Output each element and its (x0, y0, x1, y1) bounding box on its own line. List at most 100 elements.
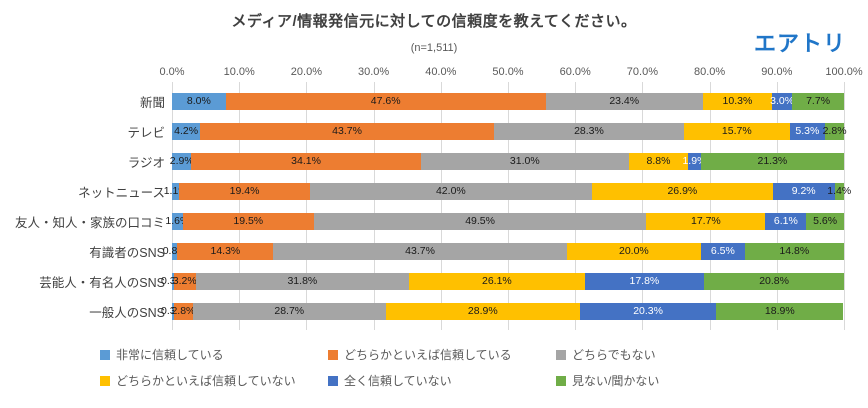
bar-segment: 26.1% (409, 272, 585, 290)
bar-segment: 1.1% (164, 182, 188, 200)
bar-segment: 0.3% (161, 302, 185, 320)
bar-row: 0.3% 2.8% 28.7% 28.9% 20.3% 18.9% (161, 296, 844, 326)
bar-segment: 3.2% (172, 272, 197, 290)
gridline (306, 82, 308, 330)
bar-segment: 0.8% (163, 242, 187, 260)
bar-segment: 0.3% (161, 272, 185, 290)
bar-segment: 5.6% (806, 212, 844, 230)
gridline (844, 82, 845, 330)
data-label: 28.9% (467, 304, 498, 317)
bar-segment: 49.5% (313, 212, 647, 230)
data-label: 2.8% (822, 124, 847, 137)
data-label: 0.3% (161, 274, 185, 287)
bar-segment: 21.3% (700, 152, 844, 170)
bar-segment: 31.8% (195, 272, 410, 290)
data-label: 7.7% (806, 94, 831, 107)
bar-segment: 2.8% (822, 122, 847, 140)
data-label: 5.3% (795, 124, 820, 137)
bar-segment: 19.5% (182, 212, 314, 230)
gridline (440, 82, 442, 330)
data-label: 43.7% (332, 124, 362, 137)
plot-area: 8.0% 47.6% 23.4% 10.3% 3.0% 7.7% 4.2% 43.7% 28.3… (161, 82, 851, 330)
data-label: 42.0% (435, 184, 466, 197)
data-label: 18.9% (764, 304, 795, 317)
data-label: 31.0% (509, 154, 540, 167)
legend-label: 見ない/聞かない (572, 374, 660, 388)
legend-label: 非常に信頼している (116, 348, 224, 362)
bar-segment: 43.7% (273, 242, 567, 260)
gridline (172, 82, 173, 330)
category-label: 一般人のSNS (89, 305, 165, 320)
data-label: 28.3% (574, 124, 604, 137)
data-label: 3.0% (770, 94, 795, 107)
stacked-bar-chart: 0.0% 10.0% 20.0% 30.0% 40.0% 50.0% 60.0% 70.0% 8… (8, 64, 863, 330)
gridline (575, 82, 577, 330)
data-label: 20.0% (618, 244, 649, 257)
data-label: 20.8% (759, 274, 789, 287)
legend-label: どちらでもない (572, 348, 656, 362)
legend-label: 全く信頼していない (344, 374, 452, 388)
category-label: 有識者のSNS (89, 245, 165, 260)
stacked-bar: 2.9% 34.1% 31.0% 8.8% 1.9% 21.3% (170, 152, 844, 170)
x-axis: 0.0% 10.0% 20.0% 30.0% 40.0% 50.0% 60.0% 70.0% 8… (159, 64, 862, 86)
data-label: 19.4% (229, 184, 260, 197)
category-label: 新聞 (139, 95, 165, 110)
stacked-bar: 0.8% 14.3% 43.7% 20.0% 6.5% 14.8% (163, 242, 844, 260)
stacked-bar: 4.2% 43.7% 28.3% 15.7% 5.3% 2.8% (172, 122, 847, 140)
bar-segment: 5.3% (789, 122, 826, 140)
legend-item: どちらかといえば信頼していない (100, 372, 328, 389)
x-axis-tick: 10.0% (223, 66, 255, 78)
airtrip-logo: エアトリ (753, 31, 846, 56)
data-label: 47.6% (370, 94, 401, 107)
data-label: 31.8% (287, 274, 318, 287)
category-label: ラジオ (127, 155, 165, 170)
data-label: 21.3% (757, 154, 788, 167)
legend: 非常に信頼している どちらかといえば信頼している どちらでもないどちらかといえば信頼… (100, 346, 868, 389)
bar-segment: 26.9% (591, 182, 773, 200)
data-label: 2.8% (171, 304, 196, 317)
data-label: 15.7% (721, 124, 752, 137)
data-label: 34.1% (291, 154, 321, 167)
stacked-bar: 1.1% 19.4% 42.0% 26.9% 9.2% 1.4% (164, 182, 851, 200)
legend-item: 見ない/聞かない (556, 372, 868, 389)
bar-segment: 2.8% (171, 302, 196, 320)
bar-row: 1.1% 19.4% 42.0% 26.9% 9.2% 1.4% (164, 176, 851, 206)
bar-segment: 19.4% (179, 182, 310, 200)
legend-swatch (100, 349, 110, 360)
legend-swatch (556, 349, 566, 360)
bar-segment: 20.0% (566, 242, 702, 260)
bar-segment: 2.9% (170, 152, 194, 170)
legend-swatch (328, 375, 338, 386)
category-label: 友人・知人・家族の口コミ (14, 215, 165, 230)
x-axis-tick: 80.0% (693, 66, 726, 78)
stacked-bar: 1.6% 19.5% 49.5% 17.7% 6.1% 5.6% (165, 212, 844, 230)
data-label: 1.1% (163, 184, 188, 197)
legend-label: どちらかといえば信頼している (344, 348, 512, 362)
legend-item: どちらでもない (556, 346, 868, 363)
category-label: ネットニュース (78, 185, 165, 200)
bar-segment: 34.1% (191, 152, 421, 170)
data-label: 5.6% (813, 214, 838, 227)
bar-segment: 43.7% (200, 122, 494, 140)
bar-segment: 6.5% (701, 242, 745, 260)
data-label: 6.1% (773, 214, 798, 227)
bar-row: 1.6% 19.5% 49.5% 17.7% 6.1% 5.6% (165, 206, 844, 236)
bar-row: 2.9% 34.1% 31.0% 8.8% 1.9% 21.3% (170, 146, 844, 176)
data-label: 3.2% (172, 274, 197, 287)
bar-segment: 42.0% (309, 182, 592, 200)
data-label: 28.7% (274, 304, 305, 317)
x-axis-tick: 90.0% (761, 66, 793, 78)
data-label: 49.5% (465, 214, 495, 227)
data-label: 17.7% (690, 214, 721, 227)
legend-swatch (100, 375, 110, 386)
bar-row: 8.0% 47.6% 23.4% 10.3% 3.0% 7.7% (172, 86, 844, 116)
data-label: 0.8% (162, 244, 187, 257)
bar-segment: 1.4% (827, 182, 851, 200)
bar-segment: 3.0% (770, 92, 795, 110)
stacked-bar: 0.3% 2.8% 28.7% 28.9% 20.3% 18.9% (161, 302, 844, 320)
bar-segment: 8.0% (172, 92, 226, 110)
bar-segment: 9.2% (772, 182, 835, 200)
data-label: 26.1% (482, 274, 512, 287)
bar-segment: 28.3% (493, 122, 685, 140)
bar-segment: 1.9% (682, 152, 706, 170)
